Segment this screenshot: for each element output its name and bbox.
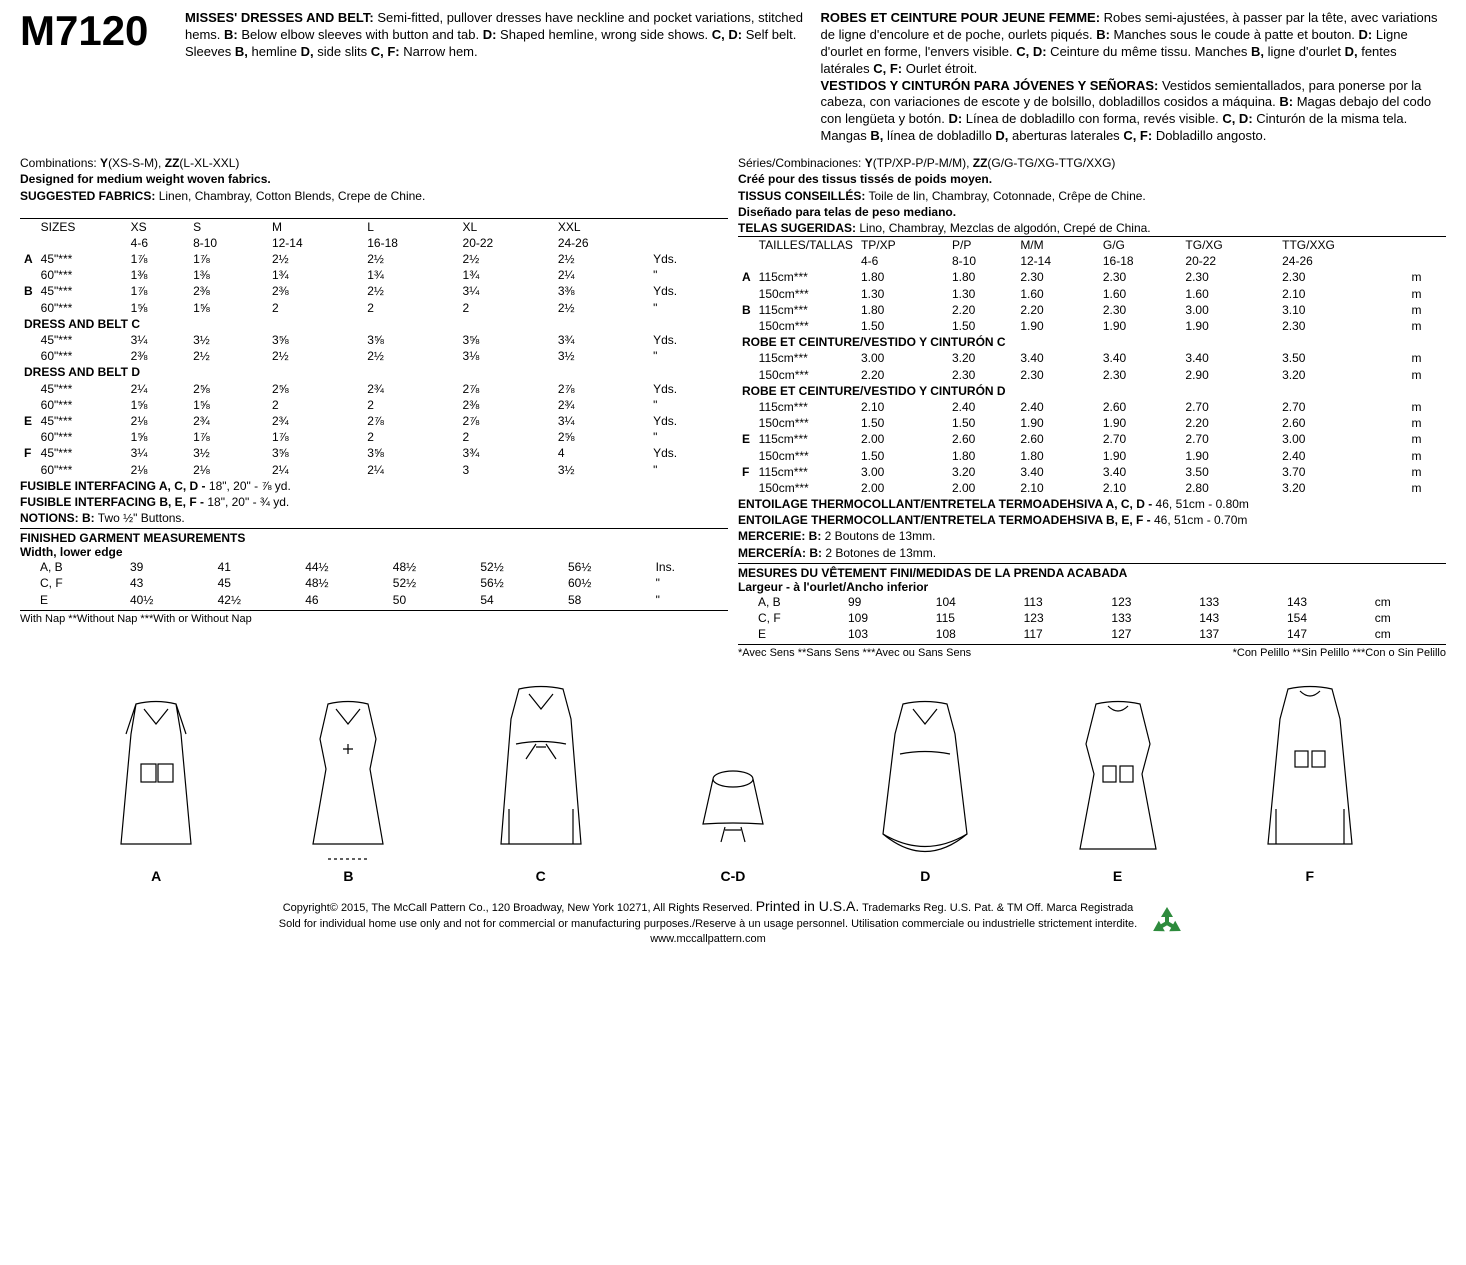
left-yardage-table: SIZESXSSMLXLXXL4-68-1012-1416-1820-2224-… <box>20 218 728 478</box>
sketch-a: A <box>86 694 226 884</box>
nap-right: *Con Pelillo **Sin Pelillo ***Con o Sin … <box>1233 647 1446 659</box>
printed-in-usa: Printed in U.S.A. <box>756 898 860 914</box>
usage-note: Sold for individual home use only and no… <box>279 918 1137 930</box>
en-description: MISSES' DRESSES AND BELT: Semi-fitted, p… <box>185 10 811 145</box>
left-meta: Combinations: Y(XS-S-M), ZZ(L-XL-XXL)Des… <box>20 155 728 204</box>
footer: Copyright© 2015, The McCall Pattern Co.,… <box>20 897 1446 947</box>
recycle-icon <box>1147 903 1187 943</box>
finished-head-right: MESURES DU VÊTEMENT FINI/MEDIDAS DE LA P… <box>738 566 1446 580</box>
finished-sub-left: Width, lower edge <box>20 545 728 559</box>
right-yardage-table: TAILLES/TALLASTP/XPP/PM/MG/GTG/XGTTG/XXG… <box>738 236 1446 496</box>
right-finished-table: A, B99104113123133143cmC, F1091151231331… <box>738 594 1446 643</box>
sketch-f: F <box>1240 679 1380 884</box>
left-column: Combinations: Y(XS-S-M), ZZ(L-XL-XXL)Des… <box>20 155 728 659</box>
nap-note-right: *Avec Sens **Sans Sens ***Avec ou Sans S… <box>738 647 1446 659</box>
nap-left: *Avec Sens **Sans Sens ***Avec ou Sans S… <box>738 647 971 659</box>
copyright: Copyright© 2015, The McCall Pattern Co.,… <box>283 902 753 914</box>
website: www.mccallpattern.com <box>650 933 766 945</box>
sketch-row: A B C C-D D E <box>20 674 1446 889</box>
right-column: Séries/Combinaciones: Y(TP/XP-P/P-M/M), … <box>738 155 1446 659</box>
left-post-notes: FUSIBLE INTERFACING A, C, D - 18", 20" -… <box>20 478 728 527</box>
left-finished-table: A, B394144½48½52½56½Ins.C, F434548½52½56… <box>20 559 728 608</box>
fr-es-description: ROBES ET CEINTURE POUR JEUNE FEMME: Robe… <box>821 10 1447 145</box>
pattern-number: M7120 <box>20 10 175 145</box>
sketch-d: D <box>855 694 995 884</box>
sketch-e: E <box>1048 694 1188 884</box>
right-meta: Séries/Combinaciones: Y(TP/XP-P/P-M/M), … <box>738 155 1446 236</box>
finished-sub-right: Largeur - à l'ourlet/Ancho inferior <box>738 580 1446 594</box>
finished-head-left: FINISHED GARMENT MEASUREMENTS <box>20 531 728 545</box>
right-post-notes: ENTOILAGE THERMOCOLLANT/ENTRETELA TERMOA… <box>738 496 1446 561</box>
trademark: Trademarks Reg. U.S. Pat. & TM Off. Marc… <box>862 902 1133 914</box>
sketch-b: B <box>278 694 418 884</box>
nap-note-left: With Nap **Without Nap ***With or Withou… <box>20 613 728 625</box>
sketch-c: C <box>471 679 611 884</box>
main-columns: Combinations: Y(XS-S-M), ZZ(L-XL-XXL)Des… <box>20 155 1446 659</box>
sketch-cd: C-D <box>663 764 803 884</box>
header-row: M7120 MISSES' DRESSES AND BELT: Semi-fit… <box>20 10 1446 145</box>
